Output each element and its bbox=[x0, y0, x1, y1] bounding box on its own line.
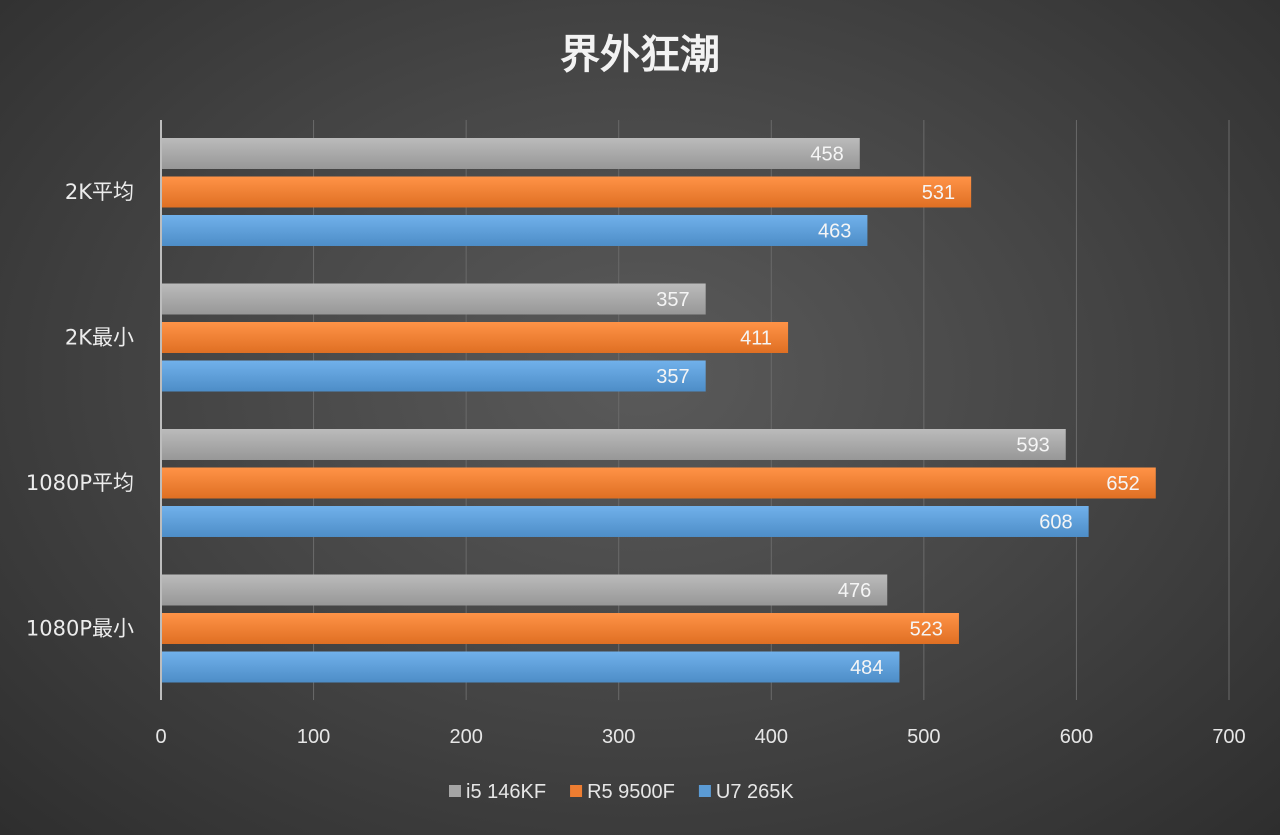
x-tick-label: 300 bbox=[602, 726, 635, 748]
chart-title: 界外狂潮 bbox=[560, 32, 720, 78]
x-tick-label: 500 bbox=[907, 726, 940, 748]
x-tick-label: 100 bbox=[297, 726, 330, 748]
bar bbox=[161, 651, 900, 683]
bar bbox=[161, 283, 706, 315]
bars bbox=[161, 138, 1156, 683]
legend-swatch bbox=[449, 785, 461, 797]
data-label: 593 bbox=[1016, 435, 1049, 457]
data-label: 476 bbox=[838, 580, 871, 602]
data-label: 608 bbox=[1039, 512, 1072, 534]
data-label: 463 bbox=[818, 221, 851, 243]
bar bbox=[161, 322, 789, 353]
bar bbox=[161, 215, 868, 246]
x-tick-label: 400 bbox=[755, 726, 788, 748]
legend-label: U7 265K bbox=[716, 781, 794, 803]
data-label: 458 bbox=[810, 144, 843, 166]
data-label: 357 bbox=[656, 289, 689, 311]
category-label: 2K平均 bbox=[65, 180, 134, 204]
bar bbox=[161, 429, 1066, 460]
x-tick-label: 200 bbox=[449, 726, 482, 748]
bar bbox=[161, 506, 1089, 537]
data-label: 411 bbox=[740, 328, 772, 350]
data-label: 531 bbox=[922, 182, 955, 204]
data-label: 652 bbox=[1106, 473, 1139, 495]
category-label: 2K最小 bbox=[65, 326, 134, 350]
legend: i5 146KF R5 9500F U7 265K bbox=[449, 781, 794, 803]
labels: 0 100 200 300 400 500 600 700 458 531 463 2K平均 357 41… bbox=[26, 144, 1246, 749]
category-label: 1080P平均 bbox=[26, 471, 134, 495]
legend-label: i5 146KF bbox=[466, 781, 546, 803]
data-label: 484 bbox=[850, 657, 883, 679]
category-label: 1080P最小 bbox=[26, 617, 134, 641]
x-tick-label: 0 bbox=[155, 726, 166, 748]
x-tick-label: 600 bbox=[1060, 726, 1093, 748]
bar bbox=[161, 467, 1156, 499]
legend-swatch bbox=[698, 785, 711, 797]
legend-swatch bbox=[570, 785, 583, 797]
bar bbox=[161, 360, 706, 392]
bar bbox=[161, 176, 972, 208]
bar bbox=[161, 574, 888, 606]
bar bbox=[161, 613, 959, 644]
data-label: 357 bbox=[656, 366, 689, 388]
x-tick-label: 700 bbox=[1212, 726, 1245, 748]
bar bbox=[161, 138, 860, 169]
data-label: 523 bbox=[910, 619, 943, 641]
legend-label: R5 9500F bbox=[587, 781, 675, 803]
